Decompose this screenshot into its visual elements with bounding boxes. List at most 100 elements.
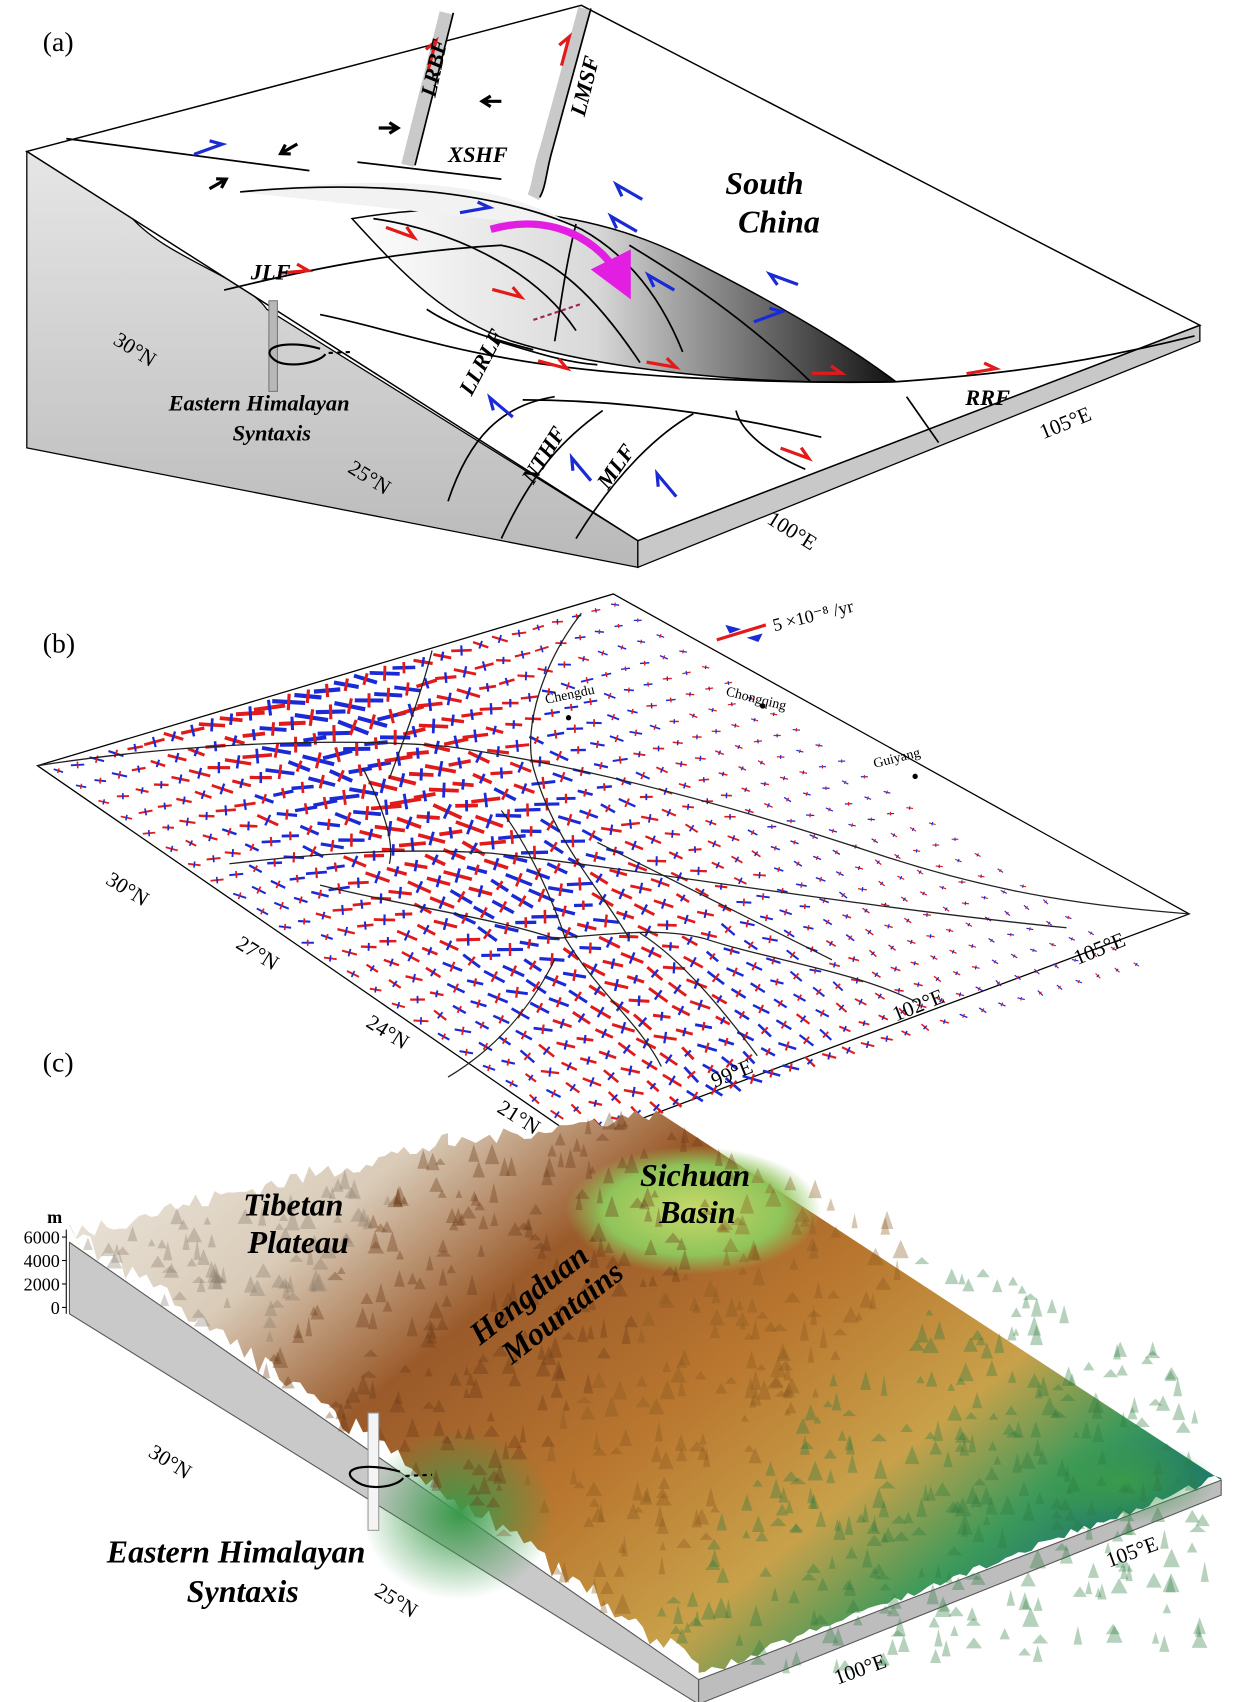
strain-axis <box>415 860 417 871</box>
region-label: Tibetan <box>243 1187 343 1223</box>
strain-axis <box>232 849 233 857</box>
strain-axis <box>548 933 549 944</box>
strain-axis <box>852 823 853 827</box>
strain-axis <box>984 896 985 899</box>
region-label: Sichuan <box>640 1157 750 1193</box>
strain-axis <box>138 766 139 773</box>
panel-label: (c) <box>43 1047 74 1078</box>
longitude-label: 100°E <box>763 506 821 555</box>
terrain-peak <box>1116 1365 1128 1376</box>
terrain-peak <box>1152 1632 1159 1644</box>
strain-axis <box>604 783 605 790</box>
terrain-peak <box>1032 1634 1048 1643</box>
strain-axis <box>149 830 150 836</box>
strain-axis <box>670 942 671 950</box>
strain-axis <box>519 630 520 637</box>
city-marker <box>566 715 571 720</box>
panel-label: (a) <box>43 26 74 57</box>
strain-axis <box>330 955 331 961</box>
strain-axis <box>345 679 347 691</box>
strain-axis <box>819 744 820 748</box>
terrain-peak <box>1163 1573 1180 1592</box>
strain-axis <box>580 635 581 640</box>
strain-axis <box>436 990 437 997</box>
strain-axis <box>862 887 863 891</box>
strain-axis <box>244 799 246 810</box>
strain-axis <box>501 767 502 778</box>
terrain-peak <box>934 1629 942 1646</box>
strain-axis <box>773 712 774 715</box>
strain-axis <box>302 782 303 793</box>
axis-tick-label: 4000 <box>24 1251 60 1271</box>
panel-c: (c) m 6000 4000 2000 0 Tibetan Plateau S… <box>24 1047 1222 1702</box>
terrain-peak <box>1085 1581 1092 1594</box>
terrain-peak <box>966 1637 982 1648</box>
terrain-peak <box>851 1213 857 1228</box>
strain-axis <box>429 698 430 711</box>
terrain-peak <box>1018 1648 1030 1656</box>
terrain-peak <box>827 1198 836 1211</box>
fault-label: XSHF <box>447 142 508 167</box>
strain-axis <box>584 1035 585 1043</box>
terrain-peak <box>945 1269 959 1285</box>
terrain-peak <box>1013 1328 1020 1335</box>
strain-cross <box>920 1022 931 1032</box>
strain-axis <box>487 683 488 691</box>
strain-axis <box>100 778 101 784</box>
terrain-peak <box>1191 1410 1198 1424</box>
strain-axis <box>639 751 640 757</box>
strain-axis <box>316 868 317 878</box>
strain-axis <box>674 962 675 973</box>
strain-axis <box>444 783 445 798</box>
strain-axis <box>1023 885 1024 888</box>
city-marker <box>912 774 917 779</box>
strain-cross <box>1094 972 1101 979</box>
axis-tick-label: 0 <box>51 1298 60 1318</box>
terrain-peak <box>1160 1529 1169 1549</box>
strain-axis <box>886 1036 887 1042</box>
terrain-peak <box>1018 1285 1027 1293</box>
terrain-peak <box>1008 1277 1018 1286</box>
strain-cross <box>998 1001 1007 1008</box>
strain-axis <box>292 717 293 730</box>
strain-cross <box>1056 984 1064 991</box>
strain-axis <box>257 749 258 764</box>
strain-axis <box>412 838 413 851</box>
panel-a: (a) LRBF LMSF XSHF JLF L <box>27 5 1200 567</box>
strain-axis <box>828 1052 830 1059</box>
elevation-axis <box>62 1230 66 1314</box>
strain-axis <box>475 730 477 743</box>
terrain-peak <box>1059 1305 1069 1323</box>
terrain-peak <box>1088 1563 1099 1578</box>
strain-axis <box>517 740 518 752</box>
strain-axis <box>620 756 621 763</box>
strain-axis <box>386 800 387 815</box>
strain-axis <box>424 790 426 801</box>
strain-axis <box>463 779 464 790</box>
strain-axis <box>492 836 493 849</box>
strain-axis <box>732 702 733 706</box>
terrain-peak <box>1146 1573 1162 1588</box>
strain-axis <box>471 709 472 720</box>
panel-b: (b) Chengdu Chongqing Guiyang 5 ×10⁻⁸ /y… <box>37 594 1189 1141</box>
region-label: Plateau <box>247 1224 349 1260</box>
strain-axis <box>700 756 701 761</box>
strain-axis <box>491 703 492 714</box>
strain-axis <box>688 804 689 810</box>
terrain-peak <box>914 1257 929 1264</box>
strain-axis <box>466 1049 467 1056</box>
strain-axis <box>552 709 553 717</box>
terrain-peak <box>1027 1316 1041 1336</box>
strain-axis <box>683 650 684 654</box>
strain-axis <box>366 806 367 820</box>
terrain-peak <box>887 1639 898 1655</box>
strain-axis <box>421 768 422 780</box>
strain-axis <box>625 667 626 671</box>
strain-axis <box>445 672 446 683</box>
terrain-peak <box>1103 1369 1118 1377</box>
terrain-peak <box>1193 1617 1206 1634</box>
strain-axis <box>338 883 340 894</box>
strain-axis <box>273 722 274 735</box>
strain-axis <box>213 855 214 862</box>
strain-axis <box>635 730 636 736</box>
